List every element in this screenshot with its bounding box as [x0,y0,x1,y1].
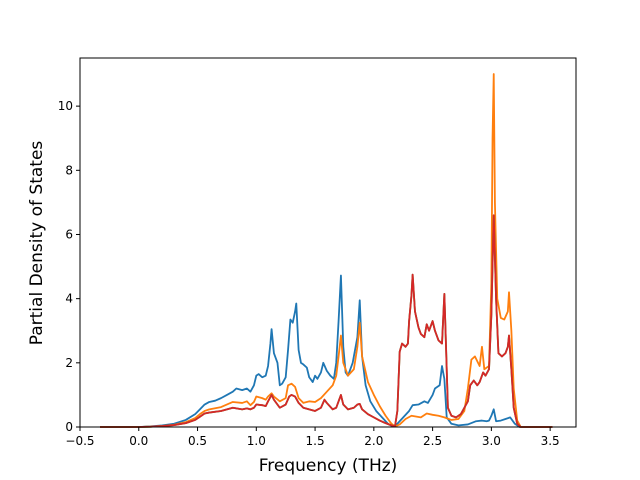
y-tick-label: 0 [65,420,73,434]
y-tick-label: 6 [65,227,73,241]
series-line-1 [99,274,553,428]
x-tick-label: −0.5 [65,434,94,448]
x-axis-ticks: −0.5 0.0 0.5 1.0 1.5 2.0 2.5 3.0 3.5 [65,427,560,448]
x-tick-label: 2.5 [423,434,442,448]
y-tick-label: 4 [65,292,73,306]
y-tick-label: 10 [58,99,73,113]
y-axis-ticks: 0 2 4 6 8 10 [58,99,80,434]
y-tick-label: 2 [65,356,73,370]
x-tick-label: 2.0 [364,434,383,448]
x-tick-label: 1.0 [247,434,266,448]
x-axis-label: Frequency (THz) [259,456,398,476]
x-tick-label: 3.5 [541,434,560,448]
x-tick-label: 1.5 [306,434,325,448]
series-line-4 [99,214,553,428]
x-tick-label: 0.0 [129,434,148,448]
y-axis-label: Partial Density of States [27,141,47,346]
axes-frame [79,57,577,428]
y-tick-label: 8 [65,163,73,177]
x-tick-label: 3.0 [482,434,501,448]
x-tick-label: 0.5 [188,434,207,448]
plot-lines [99,73,553,428]
